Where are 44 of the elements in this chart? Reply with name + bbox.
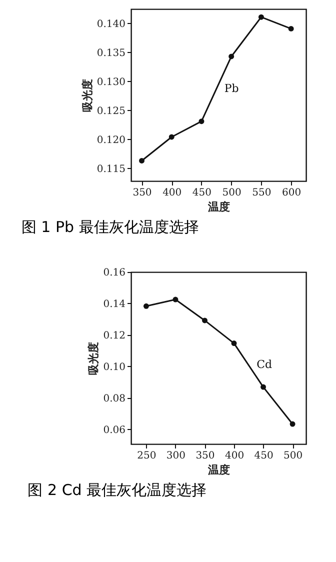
point (260, 384, 266, 390)
y-tick-label: 0.12 (103, 330, 126, 342)
x-tick-label: 500 (283, 450, 303, 462)
x-tick-label: 600 (282, 188, 302, 198)
x-tick-label: 550 (252, 188, 272, 198)
y-tick-label: 0.120 (96, 134, 126, 146)
x-tick-label: 350 (196, 450, 215, 462)
x-tick-label: 250 (137, 450, 156, 462)
x-tick-label: 300 (166, 450, 186, 462)
y-tick-label: 0.10 (103, 362, 126, 373)
x-tick-label: 450 (254, 450, 274, 462)
x-tick-label: 500 (222, 188, 242, 198)
point (231, 340, 237, 346)
y-axis-title: 吸光度 (80, 79, 94, 112)
point (228, 54, 234, 60)
y-tick-label: 0.115 (96, 164, 126, 175)
x-axis-title: 温度 (207, 464, 230, 476)
y-tick-label: 0.06 (103, 424, 126, 436)
text: 图 1 Pb 最佳灰化温度选择 (21, 218, 199, 236)
y-tick-label: 0.135 (96, 48, 126, 59)
text: 图 2 Cd 最佳灰化温度选择 (28, 481, 207, 499)
point (172, 296, 178, 302)
point (288, 26, 294, 32)
y-tick-label: 0.16 (103, 268, 126, 278)
x-tick-label: 400 (162, 188, 182, 198)
point (290, 421, 296, 427)
point (168, 134, 174, 140)
point (198, 118, 204, 124)
y-tick-label: 0.08 (103, 393, 126, 404)
x-axis-title: 温度 (207, 200, 230, 214)
point (139, 158, 144, 164)
x-tick-label: 350 (132, 188, 152, 198)
y-tick-label: 0.140 (96, 18, 126, 30)
point (143, 303, 149, 309)
series-label: Pb (224, 82, 239, 95)
y-tick-label: 0.14 (103, 298, 126, 310)
x-tick-label: 400 (224, 450, 244, 462)
point (258, 14, 264, 20)
series-label: Cd (256, 358, 272, 372)
x-tick-label: 450 (192, 188, 212, 198)
y-axis-title: 吸光度 (87, 342, 100, 375)
y-tick-label: 0.125 (96, 106, 126, 117)
point (202, 318, 208, 324)
y-tick-label: 0.130 (96, 76, 126, 88)
